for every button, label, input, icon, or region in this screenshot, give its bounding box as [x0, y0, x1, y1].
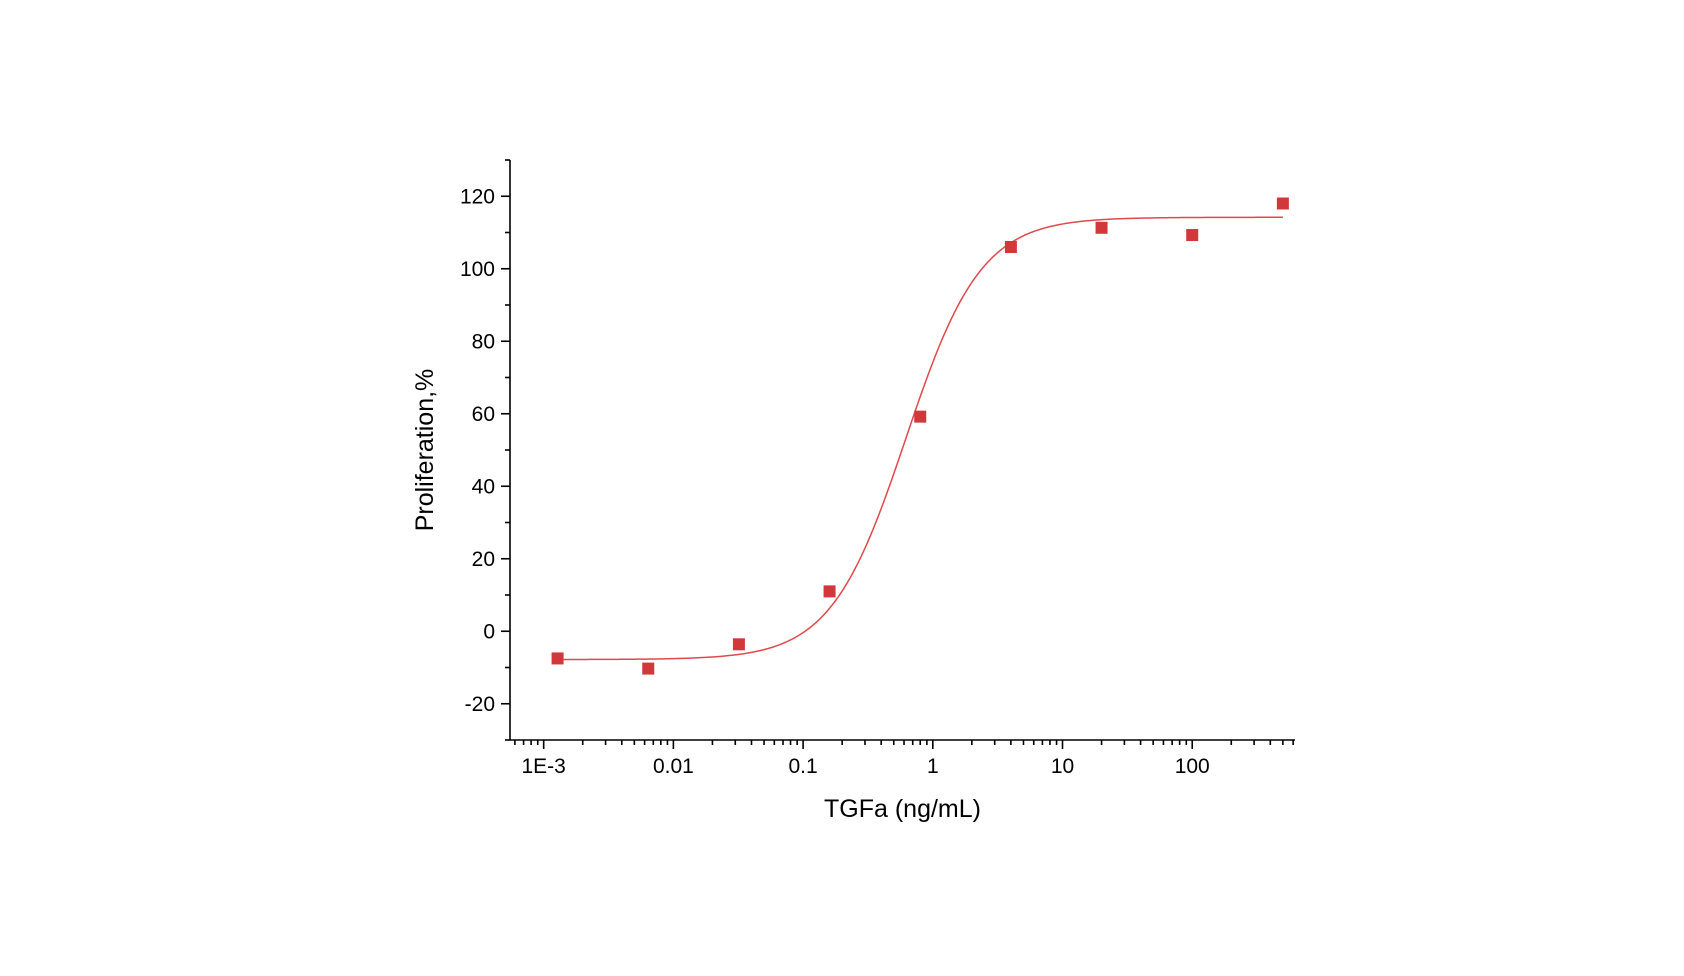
y-tick-label: -20	[465, 693, 495, 716]
y-tick-label: 60	[472, 403, 495, 426]
x-tick-label: 1E-3	[521, 755, 565, 778]
y-tick-label: 120	[460, 185, 495, 208]
data-point	[914, 410, 927, 423]
y-tick-label: 40	[472, 475, 495, 498]
data-point	[1004, 241, 1017, 253]
x-tick-label: 0.01	[653, 755, 694, 778]
data-point	[732, 638, 745, 651]
data-point	[1276, 197, 1289, 210]
data-points	[551, 197, 1289, 675]
data-point	[642, 662, 655, 675]
data-point	[1095, 221, 1108, 234]
x-tick-label: 10	[1051, 755, 1074, 778]
data-point	[1186, 229, 1199, 242]
y-tick-label: 20	[472, 548, 495, 571]
data-point	[551, 652, 564, 665]
x-tick-label: 0.1	[788, 755, 817, 778]
y-axis-title: Proliferation,%	[411, 369, 439, 532]
data-point	[823, 585, 836, 598]
x-axis-title: TGFa (ng/mL)	[824, 795, 981, 823]
x-axis-ticks: 1E-3 0.01 0.1 1 10 100	[514, 740, 1294, 778]
x-tick-label: 1	[927, 755, 939, 778]
y-tick-label: 80	[472, 330, 495, 353]
x-tick-label: 100	[1175, 755, 1210, 778]
y-axis-ticks: -20 0 20 40 60 80 100 120	[460, 159, 510, 741]
fit-curve	[557, 216, 1283, 661]
y-tick-label: 100	[460, 258, 495, 281]
y-tick-label: 0	[483, 620, 495, 643]
